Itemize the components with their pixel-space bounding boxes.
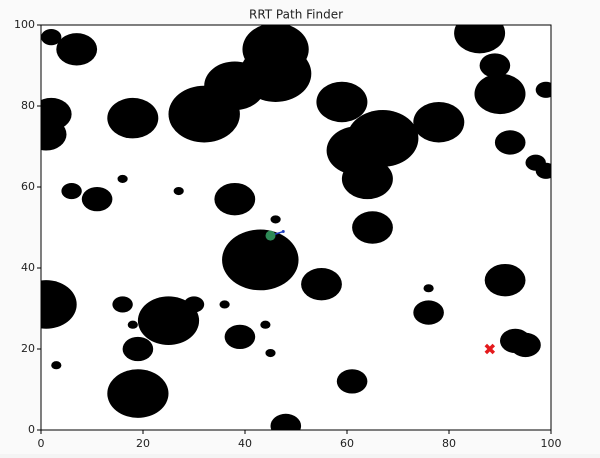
x-tick-label: 80	[442, 437, 456, 450]
obstacle	[474, 73, 526, 115]
y-tick-label: 100	[14, 18, 35, 31]
obstacle	[56, 33, 98, 66]
obstacle	[510, 332, 541, 358]
obstacle	[219, 300, 230, 309]
start-point	[265, 230, 276, 241]
obstacle	[260, 320, 271, 329]
axes-frame	[40, 24, 552, 431]
y-tick-label: 0	[28, 423, 35, 436]
obstacle	[479, 53, 511, 78]
obstacle	[41, 118, 67, 151]
obstacle	[81, 187, 113, 212]
obstacle	[107, 369, 169, 418]
chart-title: RRT Path Finder	[249, 8, 343, 22]
obstacle	[41, 29, 62, 46]
obstacle	[61, 182, 82, 200]
obstacle	[168, 85, 240, 143]
obstacle	[423, 284, 434, 293]
obstacle	[494, 130, 526, 155]
x-tick-label: 0	[38, 437, 45, 450]
obstacle	[173, 187, 184, 196]
obstacle	[137, 296, 200, 345]
obstacle	[535, 81, 551, 98]
obstacle	[112, 296, 133, 313]
obstacle	[301, 268, 342, 301]
obstacle	[127, 320, 138, 329]
obstacle	[270, 215, 281, 224]
obstacle	[51, 361, 62, 370]
obstacle	[222, 229, 299, 291]
obstacle	[413, 101, 465, 143]
x-tick-label: 60	[340, 437, 354, 450]
obstacle	[122, 336, 154, 362]
y-tick-label: 60	[21, 180, 35, 193]
x-tick-label: 40	[238, 437, 252, 450]
obstacle	[214, 182, 256, 216]
y-tick-label: 40	[21, 261, 35, 274]
obstacle	[117, 174, 128, 183]
obstacle	[336, 369, 368, 394]
y-tick-label: 20	[21, 342, 35, 355]
goal-point	[484, 343, 496, 355]
obstacle	[41, 280, 77, 329]
y-tick-label: 80	[21, 99, 35, 112]
obstacle	[352, 211, 393, 244]
obstacle	[413, 300, 444, 325]
obstacle	[484, 263, 526, 297]
plot-content	[41, 25, 551, 430]
x-tick-label: 20	[136, 437, 150, 450]
obstacle	[316, 81, 368, 123]
obstacle	[341, 158, 393, 200]
obstacle	[454, 25, 506, 54]
obstacle	[224, 324, 256, 349]
tree-node	[281, 230, 285, 234]
obstacle	[270, 413, 302, 430]
obstacle	[535, 162, 551, 179]
x-tick-label: 100	[541, 437, 562, 450]
obstacle	[107, 97, 159, 139]
obstacle	[265, 349, 276, 358]
